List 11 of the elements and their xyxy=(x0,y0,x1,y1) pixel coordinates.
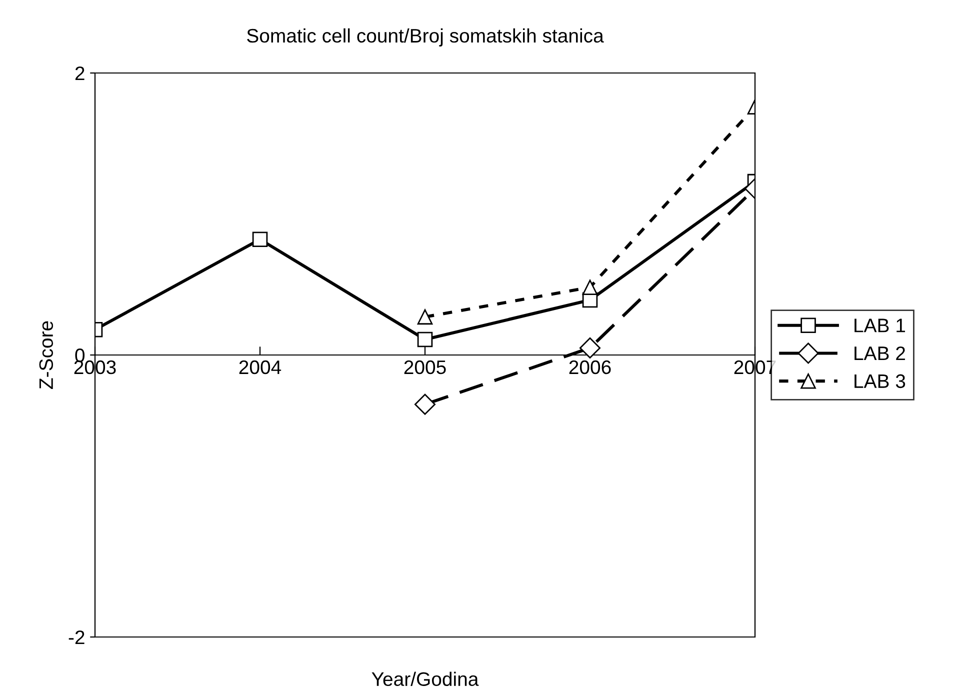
legend-label: LAB 1 xyxy=(854,318,906,332)
legend-label: LAB 2 xyxy=(854,346,905,360)
x-axis-title: Year/Godina xyxy=(372,672,479,686)
chart-title: Somatic cell count/Broj somatskih stanica xyxy=(247,28,604,46)
x-tick-label: 2006 xyxy=(569,360,611,374)
y-tick-label: 2 xyxy=(75,66,84,80)
legend-label: LAB 3 xyxy=(854,374,906,388)
y-tick-label: -2 xyxy=(68,630,84,644)
x-tick-label: 2004 xyxy=(239,360,282,374)
y-axis-title: Z-Score xyxy=(39,321,54,389)
x-tick-label: 2005 xyxy=(404,360,446,374)
